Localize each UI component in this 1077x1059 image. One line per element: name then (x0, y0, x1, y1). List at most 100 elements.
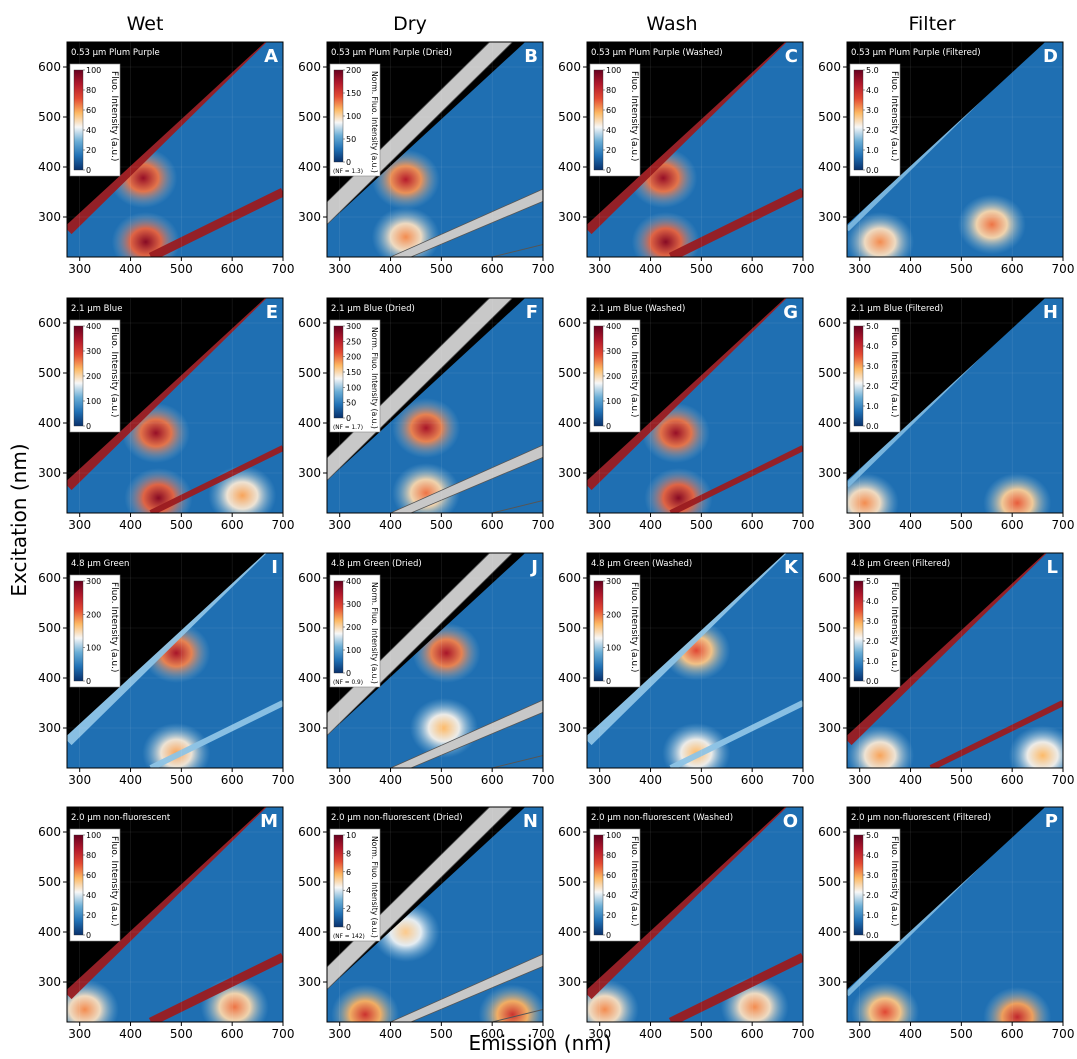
colorbar-label: Fluo. Intensity (a.u.) (109, 582, 119, 672)
x-tick-label: 300 (328, 518, 351, 532)
colorbar-tick-label: 0 (346, 158, 351, 167)
colorbar-tick-label: 40 (606, 891, 616, 900)
y-tick-label: 500 (38, 875, 61, 889)
colorbar-tick-label: 20 (606, 146, 616, 155)
fluorescence-peak (983, 987, 1052, 1022)
x-tick-label: 700 (272, 1027, 295, 1041)
x-axis-label: Emission (nm) (468, 1031, 611, 1055)
y-tick-label: 600 (38, 825, 61, 839)
colorbar-tick-label: 4.0 (866, 597, 879, 606)
panel-title: 2.1 µm Blue (71, 304, 122, 314)
x-tick-label: 400 (639, 1027, 662, 1041)
x-tick-label: 700 (272, 518, 295, 532)
normalization-factor-note: (NF = 142) (333, 934, 365, 940)
panel-p: 2.0 µm non-fluorescent (Filtered) P 0.0 1.0… (818, 806, 1075, 1041)
x-tick-label: 300 (68, 773, 91, 787)
colorbar-tick-label: 300 (346, 322, 361, 331)
plot-frame (66, 41, 284, 258)
colorbar-tick-label: 200 (606, 610, 621, 619)
panel-title: 2.1 µm Blue (Filtered) (851, 304, 943, 314)
x-tick-label: 300 (68, 262, 91, 276)
panel-j: 4.8 µm Green (Dried) J 0 100 200 300 400 Norm. … (298, 552, 554, 787)
second-order-scatter-line (149, 445, 283, 513)
colorbar-tick-label: 100 (606, 831, 621, 840)
scatter-mask-second-order (390, 188, 543, 257)
y-tick-label: 500 (298, 110, 321, 124)
x-tick-label: 300 (328, 773, 351, 787)
x-tick-label: 400 (899, 773, 922, 787)
panel-title: 2.1 µm Blue (Dried) (331, 304, 415, 314)
y-tick-label: 400 (38, 416, 61, 430)
x-tick-label: 600 (481, 773, 504, 787)
x-tick-label: 400 (119, 773, 142, 787)
y-tick-label: 600 (298, 571, 321, 585)
y-tick-label: 500 (298, 366, 321, 380)
y-tick-label: 400 (38, 160, 61, 174)
column-title-dry: Dry (393, 13, 427, 35)
panel-letter: H (1043, 302, 1058, 323)
fluorescence-peak (392, 463, 461, 513)
y-tick-label: 500 (818, 875, 841, 889)
colorbar (593, 834, 604, 936)
x-tick-label: 500 (430, 518, 453, 532)
y-tick-label: 600 (818, 60, 841, 74)
panel-letter: N (523, 811, 538, 832)
colorbar-tick-label: 4 (346, 886, 351, 895)
colorbar-tick-label: 200 (86, 372, 101, 381)
plot-frame (846, 552, 1064, 769)
x-tick-label: 600 (1001, 518, 1024, 532)
x-tick-label: 300 (588, 262, 611, 276)
colorbar-tick-label: 60 (86, 106, 96, 115)
colorbar-label: Fluo. Intensity (a.u.) (629, 836, 639, 926)
y-tick-label: 500 (818, 110, 841, 124)
plot-frame (326, 41, 544, 258)
colorbar (73, 69, 84, 171)
colorbar (73, 834, 84, 936)
colorbar-tick-label: 1.0 (866, 146, 879, 155)
colorbar-tick-label: 400 (606, 322, 621, 331)
colorbar-label: Fluo. Intensity (a.u.) (629, 327, 639, 417)
fluorescence-peak (371, 207, 440, 257)
y-tick-label: 600 (38, 60, 61, 74)
panel-title: 0.53 µm Plum Purple (Filtered) (851, 48, 981, 58)
second-order-scatter-line (148, 187, 283, 257)
panel-letter: I (271, 557, 278, 578)
colorbar-label: Norm. Fluo. Intensity (a.u.) (370, 582, 379, 684)
colorbar-tick-label: 250 (346, 337, 361, 346)
colorbar-tick-label: 6 (346, 868, 351, 877)
colorbar-label: Norm. Fluo. Intensity (a.u.) (370, 71, 379, 173)
panel-title: 4.8 µm Green (Dried) (331, 559, 422, 569)
y-tick-label: 300 (298, 466, 321, 480)
colorbar-tick-label: 3.0 (866, 617, 879, 626)
x-tick-label: 300 (588, 773, 611, 787)
scatter-mask-second-order (390, 953, 543, 1022)
scatter-mask-first-order (327, 807, 514, 991)
colorbar-tick-label: 50 (346, 135, 356, 144)
x-tick-label: 700 (1052, 262, 1075, 276)
x-tick-label: 300 (68, 1027, 91, 1041)
x-tick-label: 700 (1052, 518, 1075, 532)
x-tick-label: 400 (899, 518, 922, 532)
x-tick-label: 600 (221, 518, 244, 532)
panel-letter: B (524, 46, 538, 67)
y-tick-label: 600 (38, 571, 61, 585)
fluorescence-peak (631, 212, 700, 257)
colorbar-tick-label: 4.0 (866, 851, 879, 860)
colorbar-tick-label: 300 (86, 347, 101, 356)
x-tick-label: 400 (639, 262, 662, 276)
x-tick-label: 400 (379, 518, 402, 532)
colorbar-tick-label: 200 (346, 353, 361, 362)
colorbar-tick-label: 0 (86, 931, 91, 940)
colorbar-tick-label: 5.0 (866, 66, 879, 75)
colorbar-tick-label: 60 (606, 871, 616, 880)
x-tick-label: 600 (481, 1027, 504, 1041)
fluorescence-peak (662, 723, 731, 768)
x-tick-label: 500 (430, 262, 453, 276)
y-tick-label: 500 (818, 621, 841, 635)
x-tick-label: 600 (741, 773, 764, 787)
plot-frame (326, 552, 544, 769)
x-tick-label: 500 (690, 262, 713, 276)
x-tick-label: 700 (1052, 1027, 1075, 1041)
x-tick-label: 600 (221, 773, 244, 787)
y-tick-label: 600 (818, 571, 841, 585)
